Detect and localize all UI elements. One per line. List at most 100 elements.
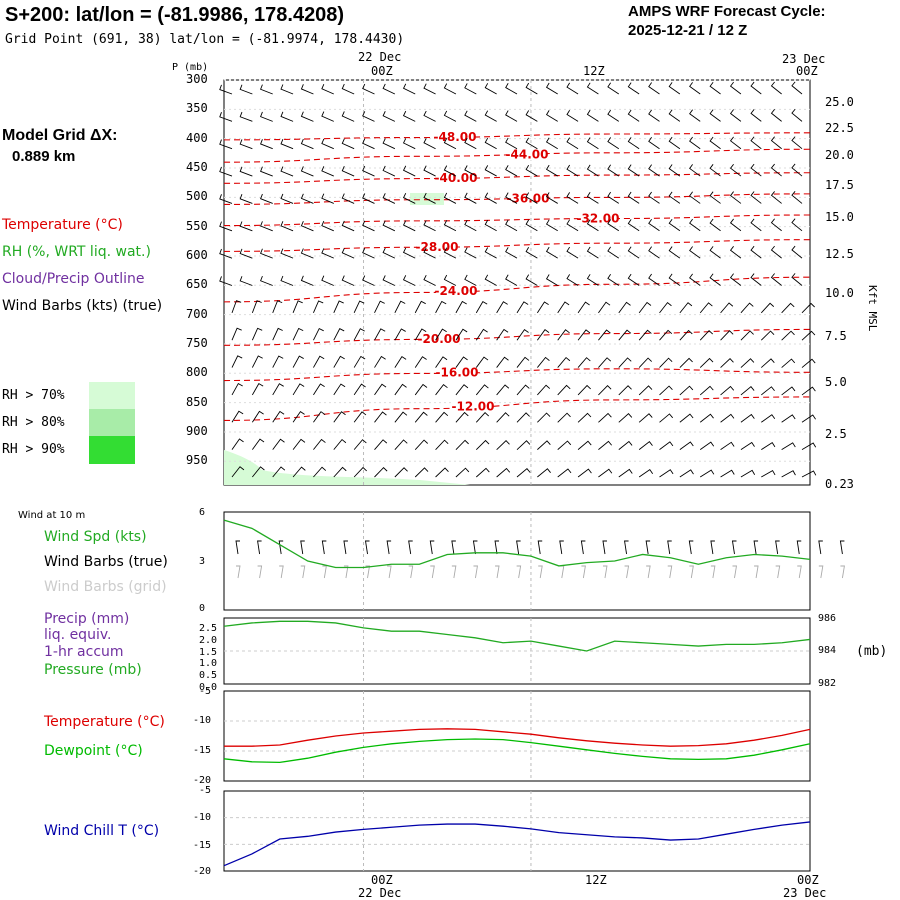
wind-barb-3-9 [402,165,416,177]
wind-barb-11-13 [496,384,510,396]
wind-barb-12-3 [292,410,305,423]
wind-barb-7-9 [402,275,416,286]
wind-barb-4-8 [382,193,396,204]
wind-barb-12-10 [435,411,449,423]
wind-barb-14-14 [516,468,531,478]
wind-barb-14-9 [414,467,429,478]
wind-barb-3-25 [729,163,742,177]
wind-barb-3-28 [791,163,803,177]
forecast-cycle-title: AMPS WRF Forecast Cycle: [628,3,826,20]
wind-barb-2-13 [484,137,497,150]
surface-barb-grid-21 [689,565,694,579]
wind-barb-10-28 [801,358,816,368]
kft-tick-5: 12.5 [825,247,854,261]
isotherm-label-4: -32.00 [577,212,620,226]
wind-barb-1-17 [566,110,579,122]
wind-barb-2-7 [362,138,375,150]
precip-accum-label: 1-hr accum [44,644,124,660]
pressure-axis-label: P (mb) [172,62,209,73]
wind-barb-10-6 [353,355,366,368]
top-date-1: 22 Dec [358,50,402,64]
wind-barb-8-0 [231,300,242,314]
wind-barb-8-8 [394,300,406,314]
wind-barb-6-11 [443,247,457,259]
wind-barb-10-9 [414,356,427,368]
wind-barb-14-12 [475,467,490,478]
wind-barb-9-9 [414,328,427,341]
wind-barb-5-26 [750,218,762,232]
pressure-tick-900: 900 [186,423,208,438]
wind-barb-5-12 [464,220,477,232]
wind-barb-14-20 [638,468,654,478]
wind-barb-7-3 [280,275,294,286]
surface-barb-true-19 [645,540,651,555]
wind-barb-5-14 [505,219,518,232]
surface-barb-true-5 [343,540,348,555]
wind-barb-8-17 [577,301,590,314]
wind-barb-5-21 [648,219,660,232]
wind-barb-0-5 [321,84,334,95]
surface-barb-true-21 [688,540,694,555]
wind-barb-1-15 [525,110,538,122]
wind-barb-12-16 [557,412,571,423]
wind-barb-5-2 [260,221,273,232]
surface-barb-grid-26 [797,565,802,579]
temp-ytick-m10: -10 [193,715,212,726]
precip-tick-3: 1.0 [199,658,218,670]
wind-barb-14-5 [333,466,347,478]
wind-barb-12-25 [740,413,755,423]
surface-barb-grid-0 [236,565,241,579]
wind-barb-12-4 [313,411,326,423]
wind-barb-5-17 [566,219,579,232]
surface-barb-grid-27 [818,565,824,579]
wind-barb-2-14 [505,137,518,150]
wind-barb-12-18 [598,412,612,423]
wind-barb-10-21 [659,357,673,368]
wind-barb-11-6 [353,383,366,396]
wind-barb-13-24 [720,441,735,451]
wind-barb-8-12 [475,301,488,314]
wind-barb-2-9 [402,138,416,150]
wind-barb-11-19 [618,385,632,396]
wind-barb-4-28 [791,191,803,204]
wind-barb-13-22 [679,441,694,451]
wind-barb-11-26 [761,386,775,396]
wind-barb-1-19 [607,109,620,122]
wind-barb-6-21 [648,246,660,259]
wind-barb-4-10 [423,192,436,204]
wind-barb-3-15 [525,164,538,177]
wind-barb-2-25 [729,136,742,150]
isotherm-line-6 [223,276,811,303]
wind-barb-1-9 [402,110,416,122]
pressure-tick-950: 950 [186,453,208,468]
wind-barb-9-17 [577,329,591,341]
wind-barb-11-3 [292,383,305,396]
wind-barb-0-14 [505,83,518,95]
wind-barb-7-28 [791,273,803,286]
surface-barb-grid-5 [343,565,349,579]
wind-barb-10-5 [333,355,345,368]
kft-tick-8: 5.0 [825,375,847,389]
wind-speed-line [223,519,811,569]
wind-barb-0-27 [770,81,782,95]
wind-barb-7-25 [729,273,742,286]
wind-barb-5-10 [423,220,436,232]
wind-barb-14-4 [313,466,327,478]
wind-barb-1-13 [484,110,497,122]
wind-barb-2-6 [341,138,355,150]
wind-barb-1-7 [362,111,375,122]
wind-barb-6-14 [505,247,518,259]
wind-barb-10-18 [598,357,612,368]
wind-barb-9-28 [801,330,816,341]
wind-barb-14-26 [761,469,776,478]
wind-barb-5-9 [402,220,416,232]
surface-barb-true-4 [321,540,327,555]
isotherm-line-9 [223,396,811,421]
wind-barb-12-13 [496,412,510,423]
wind-barb-6-15 [525,247,538,259]
wind-barb-13-21 [659,441,674,451]
surface-barb-grid-17 [602,565,608,579]
wind-barb-11-11 [455,384,469,396]
wind-barb-9-26 [760,330,775,341]
wind-barb-1-5 [321,111,334,122]
